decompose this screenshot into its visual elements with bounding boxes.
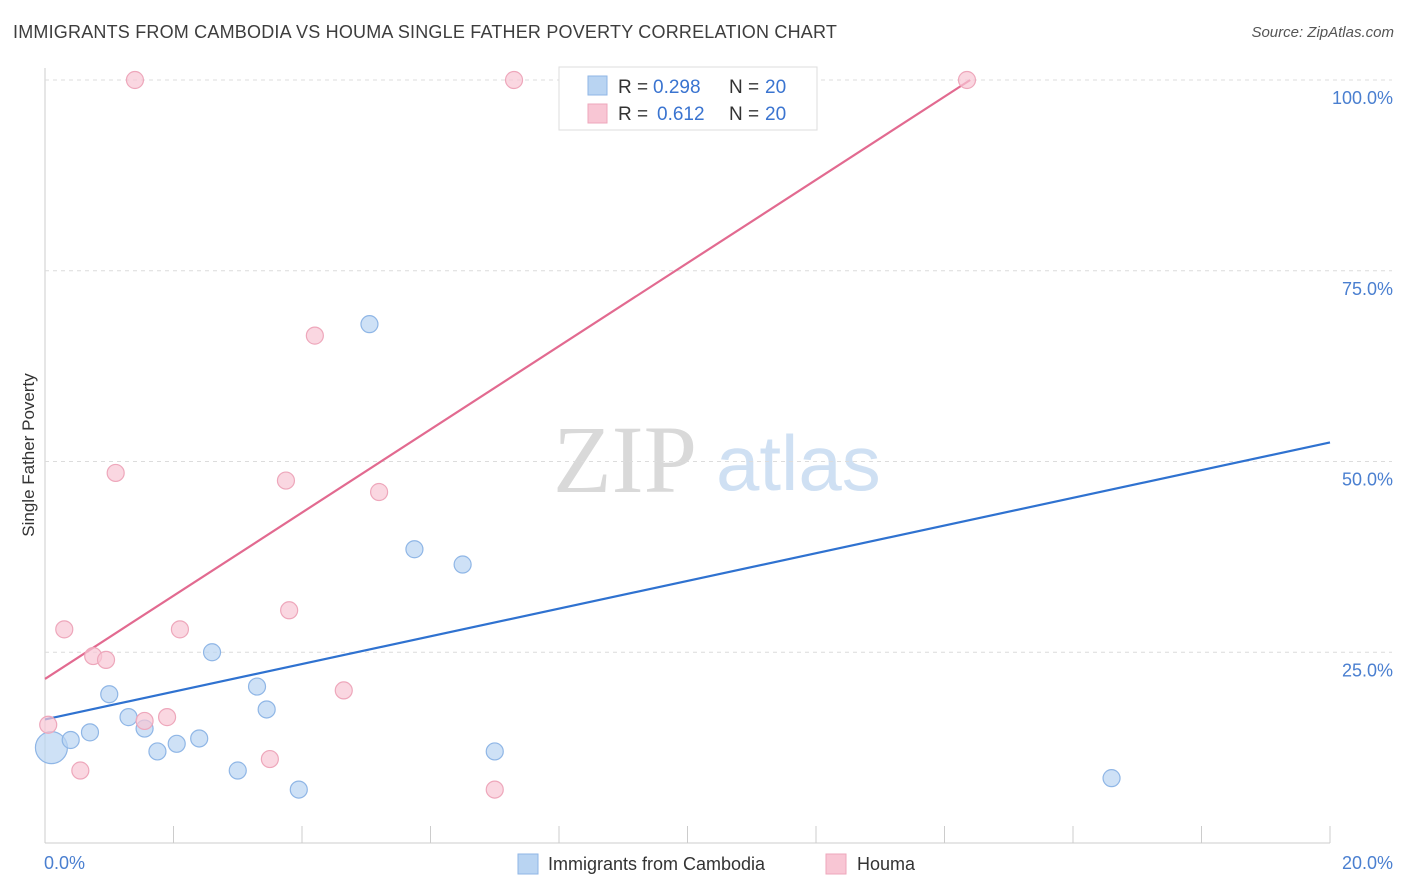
- point-cambodia: [167, 734, 186, 753]
- point-houma: [157, 708, 177, 727]
- point-houma: [260, 749, 279, 769]
- point-houma: [39, 715, 58, 734]
- bottom-legend-label-houma: Houma: [857, 854, 916, 874]
- y-axis-label: Single Father Poverty: [19, 373, 38, 537]
- point-cambodia: [190, 729, 209, 748]
- chart-title: IMMIGRANTS FROM CAMBODIA VS HOUMA SINGLE…: [13, 22, 838, 42]
- point-cambodia: [453, 555, 472, 574]
- legend-n-value-houma: 20: [765, 104, 786, 125]
- watermark-zip: ZIP: [553, 406, 697, 513]
- legend-n-label-houma: N =: [729, 104, 759, 125]
- bottom-legend-swatch-houma: [825, 853, 847, 875]
- point-houma: [370, 482, 389, 502]
- legend-r-value-cambodia: 0.298: [653, 77, 701, 98]
- point-cambodia: [202, 643, 222, 662]
- point-houma: [504, 70, 524, 90]
- point-cambodia: [257, 700, 276, 719]
- point-houma: [305, 326, 324, 345]
- point-houma: [96, 650, 116, 669]
- point-cambodia: [228, 761, 247, 780]
- point-houma: [106, 463, 125, 483]
- point-cambodia: [119, 708, 138, 727]
- legend-box: R = 0.298 N = 20 R = 0.612 N = 20: [558, 66, 818, 131]
- legend-swatch-houma: [587, 103, 608, 124]
- point-cambodia: [485, 742, 504, 761]
- point-houma: [125, 70, 145, 90]
- point-cambodia: [405, 540, 424, 559]
- legend-n-label-cambodia: N =: [729, 77, 759, 98]
- x-tick-label-min: 0.0%: [44, 853, 85, 873]
- point-cambodia: [247, 677, 267, 696]
- point-cambodia: [80, 723, 100, 742]
- point-houma: [485, 780, 504, 799]
- point-houma: [957, 70, 977, 90]
- point-cambodia: [1102, 769, 1121, 788]
- point-cambodia: [61, 730, 80, 750]
- point-cambodia: [100, 685, 119, 704]
- legend-n-value-cambodia: 20: [765, 77, 786, 98]
- y-tick-label: 50.0%: [1342, 470, 1393, 490]
- trendline-houma: [44, 79, 971, 680]
- y-tick-label: 25.0%: [1342, 660, 1393, 680]
- point-houma: [135, 711, 154, 731]
- x-tick-label-max: 20.0%: [1342, 853, 1393, 873]
- point-houma: [55, 620, 74, 639]
- y-tick-label: 100.0%: [1332, 88, 1393, 108]
- legend-r-label-cambodia: R =: [618, 77, 648, 98]
- point-houma: [170, 620, 190, 639]
- point-houma: [276, 471, 296, 490]
- legend-swatch-cambodia: [587, 75, 608, 96]
- legend-r-label-houma: R =: [618, 104, 648, 125]
- chart-source: Source: ZipAtlas.com: [1251, 24, 1394, 41]
- y-tick-label: 75.0%: [1342, 279, 1393, 299]
- point-houma: [71, 761, 90, 780]
- bottom-legend: Immigrants from Cambodia Houma: [517, 853, 916, 875]
- point-cambodia: [148, 742, 167, 761]
- point-houma: [334, 681, 353, 700]
- point-cambodia: [360, 315, 379, 334]
- trendline-cambodia: [44, 441, 1331, 721]
- watermark-atlas: atlas: [716, 419, 881, 507]
- bottom-legend-label-cambodia: Immigrants from Cambodia: [548, 854, 766, 874]
- point-houma: [280, 601, 299, 620]
- bottom-legend-swatch-cambodia: [517, 853, 539, 875]
- legend-r-value-houma: 0.612: [657, 104, 705, 125]
- point-cambodia: [289, 780, 308, 799]
